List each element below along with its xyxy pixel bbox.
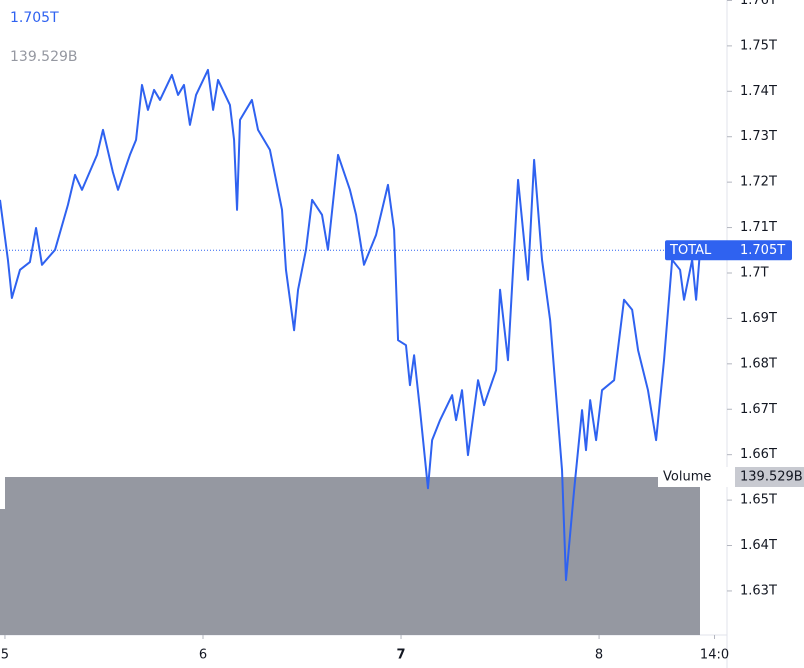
y-tick-label: 1.71T (740, 220, 777, 235)
legend-volume: 139.529B (10, 49, 78, 65)
price-tag (665, 240, 792, 261)
y-tick-label: 1.72T (740, 175, 777, 190)
y-tick-label: 1.66T (740, 447, 777, 462)
x-tick-label: 7 (397, 648, 406, 663)
x-tick-label: 14:0 (700, 648, 729, 663)
y-tick-label: 1.63T (740, 583, 777, 598)
volume-area (0, 477, 700, 635)
y-tick-label: 1.76T (740, 0, 777, 8)
volume-tag-value: 139.529B (740, 470, 803, 485)
x-tick-label: 8 (595, 648, 603, 663)
volume-tag (735, 467, 804, 487)
volume-tag-name: Volume (663, 470, 711, 485)
legend-value: 1.705T (10, 10, 59, 26)
y-tick-label: 1.64T (740, 538, 777, 553)
y-tick-label: 1.73T (740, 129, 777, 144)
y-tick-label: 1.75T (740, 38, 777, 53)
y-tick-label: 1.69T (740, 311, 777, 326)
price-tag-value: 1.705T (740, 243, 785, 258)
y-tick-label: 1.65T (740, 493, 777, 508)
y-tick-label: 1.74T (740, 84, 777, 99)
price-line (0, 68, 702, 582)
x-tick-label: 6 (199, 648, 207, 663)
y-tick-label: 1.7T (740, 265, 769, 280)
plot (0, 68, 702, 635)
y-tick-label: 1.68T (740, 356, 777, 371)
price-tag-name: TOTAL (669, 243, 712, 258)
x-tick-label: 5 (1, 648, 9, 663)
y-tick-label: 1.67T (740, 402, 777, 417)
